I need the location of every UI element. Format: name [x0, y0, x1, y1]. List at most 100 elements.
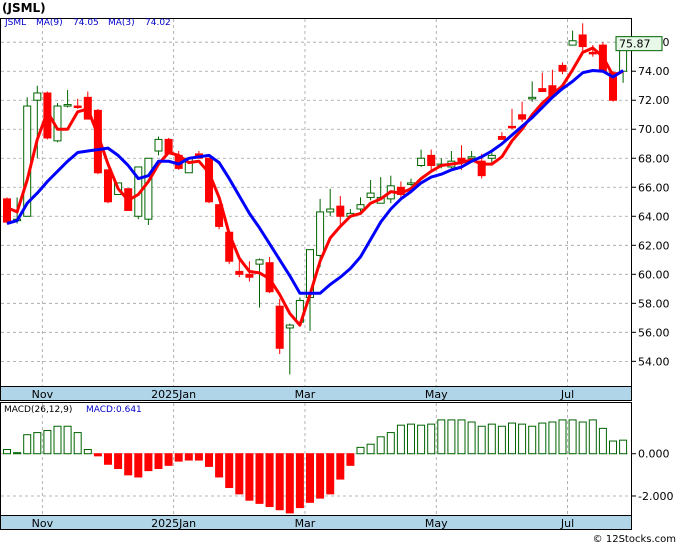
macd-bar-negative: [225, 453, 234, 489]
candle-down: [578, 34, 587, 48]
candle-up: [417, 157, 426, 167]
watermark: © 12Stocks.com: [593, 534, 676, 545]
macd-bar-positive: [417, 424, 426, 455]
macd-bar-negative: [164, 453, 173, 466]
last-price-value: 75.87: [619, 38, 651, 51]
candle-up: [366, 192, 375, 198]
macd-bar-negative: [93, 453, 102, 457]
macd-bar-negative: [285, 453, 294, 514]
price-panel: [0, 18, 632, 387]
macd-bar-positive: [43, 429, 52, 455]
macd-bar-negative: [154, 453, 163, 470]
price-x-tick-label: 2025Jan: [151, 388, 196, 401]
price-x-tick-label: Nov: [32, 388, 54, 401]
macd-bar-positive: [548, 421, 557, 455]
price-y-tick-label: 64.00: [638, 210, 670, 223]
macd-bar-positive: [396, 424, 405, 455]
candle-up: [356, 204, 365, 210]
price-y-tick-label: 60.00: [638, 268, 670, 281]
price-x-axis: Nov2025JanMarMayJulSep: [32, 388, 575, 401]
ma9-line: [6, 69, 624, 295]
legend-ma9-value: 74.05: [73, 18, 99, 28]
macd-x-tick-label: Jul: [560, 517, 574, 530]
candle-up: [528, 96, 537, 100]
candle-up: [33, 92, 42, 101]
candle-down: [104, 169, 112, 203]
price-y-tick-label: 70.00: [638, 123, 670, 136]
macd-bar-negative: [174, 453, 183, 462]
price-y-tick-label: 72.00: [638, 94, 670, 107]
macd-x-tick-label: 2025Jan: [151, 517, 196, 530]
macd-bar-negative: [265, 453, 274, 508]
macd-bar-positive: [356, 446, 365, 455]
candle-down: [275, 305, 284, 349]
macd-bar-negative: [215, 453, 224, 478]
macd-bar-positive: [13, 452, 22, 455]
macd-bar-positive: [366, 443, 375, 455]
macd-x-axis: Nov2025JanMarMayJulSep: [32, 517, 575, 530]
macd-bar-positive: [427, 423, 436, 455]
candle-up: [144, 157, 153, 220]
macd-bar-positive: [437, 419, 446, 455]
macd-bar-negative: [336, 453, 345, 480]
candle-up: [63, 104, 72, 107]
macd-y-tick-label: -2.000: [638, 490, 673, 503]
macd-bar-negative: [194, 453, 203, 461]
candle-up: [255, 259, 264, 265]
macd-bar-positive: [518, 423, 527, 455]
price-y-tick-label: 62.00: [638, 239, 670, 252]
price-y-tick-label: 66.00: [638, 181, 670, 194]
candle-up: [285, 324, 294, 329]
legend-symbol: JSML: [4, 18, 26, 28]
macd-bar-positive: [83, 448, 92, 455]
macd-bar-negative: [255, 453, 264, 504]
candle-down: [73, 105, 82, 109]
macd-panel: [0, 402, 632, 516]
legend-ma3-label: MA(3): [108, 18, 135, 28]
macd-bar-negative: [104, 453, 112, 465]
macd-bar-negative: [114, 453, 123, 470]
macd-bar-positive: [33, 432, 42, 455]
candle-up: [326, 208, 335, 213]
price-y-tick-label: 54.00: [638, 355, 670, 368]
candle-down: [3, 198, 11, 223]
price-y-tick-label: 74.00: [638, 65, 670, 78]
macd-x-tick-label: Mar: [295, 517, 316, 530]
macd-bar-positive: [619, 439, 628, 455]
price-x-tick-label: May: [425, 388, 448, 401]
macd-x-tick-label: Nov: [32, 517, 54, 530]
candle-up: [568, 40, 577, 46]
candle-up: [487, 154, 496, 159]
last-price-tag: [615, 36, 663, 52]
macd-bar-negative: [295, 453, 304, 509]
candle-down: [508, 125, 516, 129]
macd-bar-positive: [3, 448, 11, 455]
ma3-line: [6, 46, 624, 327]
price-y-tick-label: 56.00: [638, 326, 670, 339]
macd-bar-positive: [73, 432, 82, 455]
candle-down: [497, 135, 506, 140]
macd-bar-positive: [23, 434, 32, 455]
macd-bar-positive: [467, 421, 476, 455]
macd-bar-positive: [609, 440, 617, 455]
candle-up: [154, 138, 163, 152]
macd-bar-positive: [53, 425, 62, 455]
price-y-axis: 54.00 56.00 58.00 60.00 62.00 64.00 66.00 68.00…: [631, 36, 670, 368]
macd-y-tick-label: 0.000: [638, 448, 670, 461]
candle-down: [588, 51, 597, 55]
macd-bars: [3, 419, 628, 514]
macd-bar-positive: [457, 419, 466, 455]
legend-ma9-label: MA(9): [36, 18, 63, 28]
macd-bar-negative: [134, 453, 143, 478]
candle-down: [518, 114, 527, 120]
candle-down: [477, 160, 486, 177]
macd-bar-negative: [275, 453, 284, 511]
macd-bar-positive: [588, 419, 597, 455]
candle-down: [538, 88, 547, 93]
macd-bar-positive: [558, 419, 567, 455]
macd-bar-positive: [598, 427, 607, 455]
candle-down: [245, 273, 254, 278]
macd-y-axis: 0.000 -2.000: [631, 448, 673, 503]
candle-down: [336, 205, 345, 217]
